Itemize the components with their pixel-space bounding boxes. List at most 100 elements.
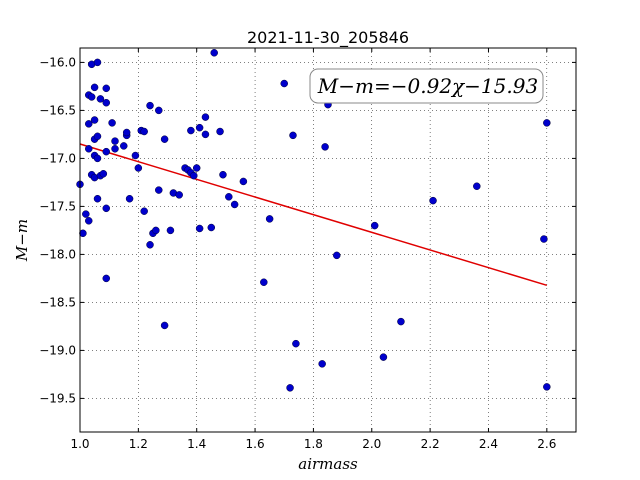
data-point (79, 229, 87, 238)
data-point (93, 154, 102, 163)
y-tick-label: −18.0 (39, 247, 76, 261)
data-point (192, 164, 201, 172)
data-point (85, 145, 93, 153)
data-point (85, 120, 93, 128)
data-point (540, 235, 548, 243)
data-point (155, 186, 163, 194)
data-point (122, 128, 131, 137)
data-point (134, 164, 143, 172)
x-tick-label: 2.0 (362, 437, 381, 451)
fit-line (79, 143, 548, 287)
x-axis-label: airmass (298, 455, 358, 473)
x-tick-label: 2.4 (479, 437, 498, 451)
data-point (210, 49, 218, 57)
equation-box-frame (309, 68, 544, 104)
data-point (160, 321, 169, 330)
data-point (473, 182, 481, 190)
data-point (239, 177, 248, 186)
data-point (429, 196, 437, 205)
y-axis-label: M−m (13, 219, 31, 262)
data-point (146, 101, 154, 110)
x-tick-label: 1.4 (187, 437, 206, 451)
y-tick-label: −16.5 (39, 103, 76, 117)
fit-equation: M−m=−0.92χ−15.93 (317, 74, 538, 98)
data-point (370, 221, 379, 230)
data-point (102, 98, 111, 107)
data-point (131, 151, 140, 160)
data-point (201, 130, 210, 139)
data-point (90, 116, 99, 124)
data-point (111, 145, 119, 153)
data-point (111, 137, 119, 145)
y-tick-label: −17.5 (39, 199, 76, 213)
data-point (201, 113, 210, 121)
data-point (140, 127, 148, 136)
data-point (125, 194, 134, 203)
data-point (96, 95, 105, 103)
data-point (87, 93, 96, 101)
data-point (175, 191, 183, 199)
data-point (102, 84, 111, 93)
data-point (265, 215, 274, 223)
y-tick-label: −17.0 (39, 151, 76, 165)
data-point (318, 360, 326, 368)
data-point (102, 204, 111, 213)
data-point (85, 217, 93, 225)
grid-lines (79, 48, 576, 432)
data-point (280, 79, 288, 88)
data-points (76, 49, 551, 392)
y-tick-label: −18.5 (39, 295, 76, 309)
data-point (397, 317, 405, 326)
x-tick-label: 1.6 (246, 437, 265, 451)
x-tick-label: 2.6 (537, 437, 556, 451)
data-point (207, 223, 216, 232)
data-point (195, 224, 204, 233)
data-point (379, 353, 388, 361)
x-tick-label: 1.0 (70, 437, 89, 451)
y-tick-label: −19.5 (39, 391, 76, 405)
fit-equation-box: M−m=−0.92χ−15.93 (309, 68, 544, 104)
data-point (99, 170, 108, 178)
data-point (155, 106, 163, 115)
data-point (292, 339, 300, 348)
chart-title: 2021-11-30_205846 (247, 28, 409, 48)
x-tick-label: 1.2 (129, 437, 148, 451)
data-point (93, 194, 102, 203)
data-point (219, 170, 227, 179)
data-point (543, 119, 551, 127)
data-point (108, 119, 116, 127)
plot-frame (79, 47, 577, 433)
data-point (543, 383, 551, 391)
data-point (187, 126, 195, 135)
x-tick-label: 1.8 (304, 437, 323, 451)
data-point (216, 127, 224, 136)
data-point (120, 142, 128, 150)
data-point (321, 143, 329, 151)
data-point (93, 58, 102, 67)
y-tick-label: −19.0 (39, 343, 76, 357)
data-point (90, 83, 99, 92)
data-point (225, 193, 233, 201)
fit-line-layer (79, 143, 548, 287)
data-point (289, 131, 297, 140)
data-point (190, 171, 198, 180)
data-point (102, 147, 111, 156)
data-point (195, 123, 204, 132)
data-point (166, 226, 175, 235)
axis-ticks (79, 48, 576, 432)
data-point (93, 132, 102, 141)
data-point (230, 200, 239, 209)
x-tick-label: 2.2 (421, 437, 440, 451)
tick-labels: 1.0 1.2 1.4 1.6 1.8 2.0 2.2 2.4 2.6 −16.0 −16.5 −17… (39, 55, 556, 451)
data-point (160, 135, 169, 143)
data-point (286, 384, 294, 392)
data-point (102, 274, 111, 283)
data-point (333, 251, 341, 260)
data-point (82, 210, 90, 218)
data-point (260, 278, 268, 286)
data-point (140, 207, 148, 215)
y-tick-label: −16.0 (39, 55, 76, 69)
data-point (146, 241, 154, 249)
data-point (152, 226, 160, 235)
